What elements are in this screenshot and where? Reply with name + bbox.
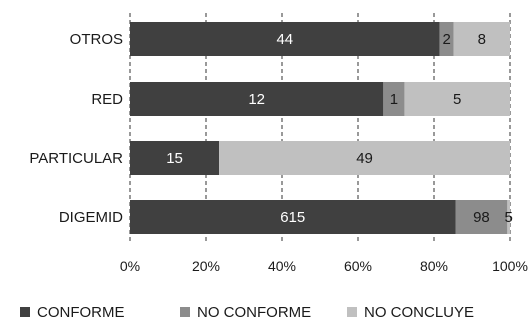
- data-label: 98: [473, 209, 490, 226]
- data-label: 12: [248, 91, 265, 108]
- legend-swatch: [347, 307, 357, 317]
- data-label: 1: [390, 91, 398, 108]
- x-tick-label: 100%: [492, 258, 528, 274]
- bar-segment: [130, 141, 220, 175]
- category-label: OTROS: [70, 31, 123, 48]
- category-label: RED: [91, 91, 123, 108]
- bar-segment: [455, 200, 508, 234]
- data-label: 15: [166, 150, 183, 167]
- data-label: 44: [276, 31, 293, 48]
- data-label: 5: [453, 91, 461, 108]
- bar-segment: [219, 141, 510, 175]
- bar-segment: [453, 22, 510, 56]
- bar-segment: [130, 22, 440, 56]
- data-label: 2: [442, 31, 450, 48]
- x-tick-label: 40%: [268, 258, 296, 274]
- data-label: 8: [478, 31, 486, 48]
- legend-item: NO CONFORME: [180, 304, 311, 321]
- x-tick-label: 60%: [344, 258, 372, 274]
- x-axis-ticks: 0% 20% 40% 60% 80% 100%: [120, 258, 528, 274]
- legend-label: CONFORME: [37, 304, 125, 321]
- x-tick-label: 0%: [120, 258, 140, 274]
- legend-label: NO CONCLUYE: [364, 304, 474, 321]
- legend-item: CONFORME: [20, 304, 125, 321]
- data-label: 615: [280, 209, 305, 226]
- bar-segment: [130, 82, 384, 116]
- bar-segment: [130, 200, 456, 234]
- category-label: PARTICULAR: [29, 150, 123, 167]
- legend-item: NO CONCLUYE: [347, 304, 474, 321]
- legend-swatch: [180, 307, 190, 317]
- data-label: 5: [505, 209, 513, 226]
- category-labels: OTROS RED PARTICULAR DIGEMID: [29, 31, 123, 226]
- category-label: DIGEMID: [59, 209, 123, 226]
- x-tick-label: 20%: [192, 258, 220, 274]
- legend-swatch: [20, 307, 30, 317]
- data-label: 49: [356, 150, 373, 167]
- bar-segment: [507, 200, 510, 234]
- bar-segment: [439, 22, 454, 56]
- legend-label: NO CONFORME: [197, 304, 311, 321]
- bar-segment: [404, 82, 510, 116]
- bar-segment: [383, 82, 405, 116]
- x-tick-label: 80%: [420, 258, 448, 274]
- legend: CONFORME NO CONFORME NO CONCLUYE: [20, 304, 474, 321]
